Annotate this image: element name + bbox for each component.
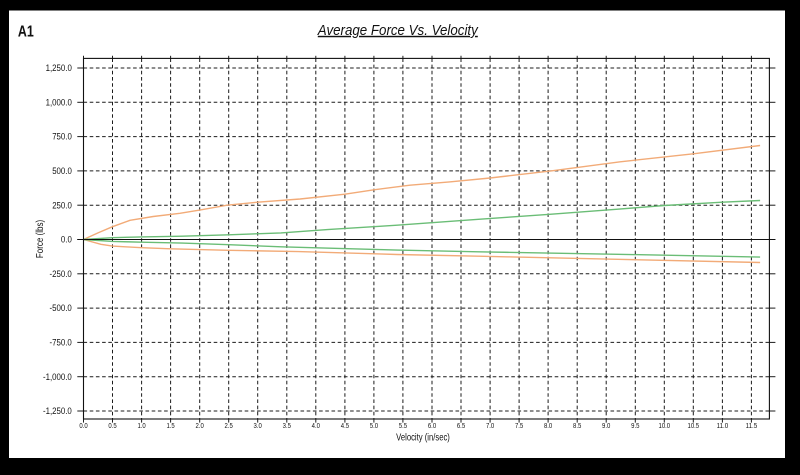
svg-text:500.0: 500.0: [52, 166, 72, 176]
svg-text:7.5: 7.5: [515, 423, 523, 430]
svg-text:-250.0: -250.0: [50, 269, 72, 279]
svg-text:1,250.0: 1,250.0: [46, 63, 72, 73]
svg-text:9.0: 9.0: [602, 423, 610, 430]
svg-text:-1,000.0: -1,000.0: [43, 372, 72, 382]
svg-text:Velocity (in/sec): Velocity (in/sec): [396, 432, 450, 443]
svg-text:3.5: 3.5: [283, 423, 291, 430]
svg-text:0.5: 0.5: [108, 423, 116, 430]
svg-text:Force (lbs): Force (lbs): [35, 220, 46, 258]
svg-text:0.0: 0.0: [61, 235, 72, 245]
svg-text:9.5: 9.5: [631, 423, 639, 430]
svg-text:1.5: 1.5: [166, 423, 174, 430]
svg-text:6.0: 6.0: [428, 423, 436, 430]
svg-text:750.0: 750.0: [52, 132, 72, 142]
svg-text:4.0: 4.0: [312, 423, 320, 430]
svg-text:-1,250.0: -1,250.0: [43, 406, 72, 416]
svg-text:250.0: 250.0: [52, 200, 72, 210]
svg-text:1.0: 1.0: [137, 423, 145, 430]
svg-text:10.5: 10.5: [688, 423, 700, 430]
svg-text:Average Force Vs. Velocity: Average Force Vs. Velocity: [317, 23, 479, 39]
svg-text:8.0: 8.0: [544, 423, 552, 430]
svg-text:0.0: 0.0: [79, 423, 87, 430]
svg-text:10.0: 10.0: [659, 423, 671, 430]
svg-text:7.0: 7.0: [486, 423, 494, 430]
svg-text:-500.0: -500.0: [50, 303, 72, 313]
svg-text:A1: A1: [18, 23, 34, 40]
svg-text:4.5: 4.5: [341, 423, 349, 430]
svg-text:5.0: 5.0: [370, 423, 378, 430]
svg-text:8.5: 8.5: [573, 423, 581, 430]
svg-text:6.5: 6.5: [457, 423, 465, 430]
svg-text:2.0: 2.0: [196, 423, 204, 430]
svg-text:2.5: 2.5: [225, 423, 233, 430]
svg-text:5.5: 5.5: [399, 423, 407, 430]
svg-text:11.0: 11.0: [717, 423, 729, 430]
svg-text:-750.0: -750.0: [50, 338, 72, 348]
svg-text:11.5: 11.5: [746, 423, 758, 430]
svg-text:1,000.0: 1,000.0: [46, 97, 72, 107]
svg-text:3.0: 3.0: [254, 423, 262, 430]
